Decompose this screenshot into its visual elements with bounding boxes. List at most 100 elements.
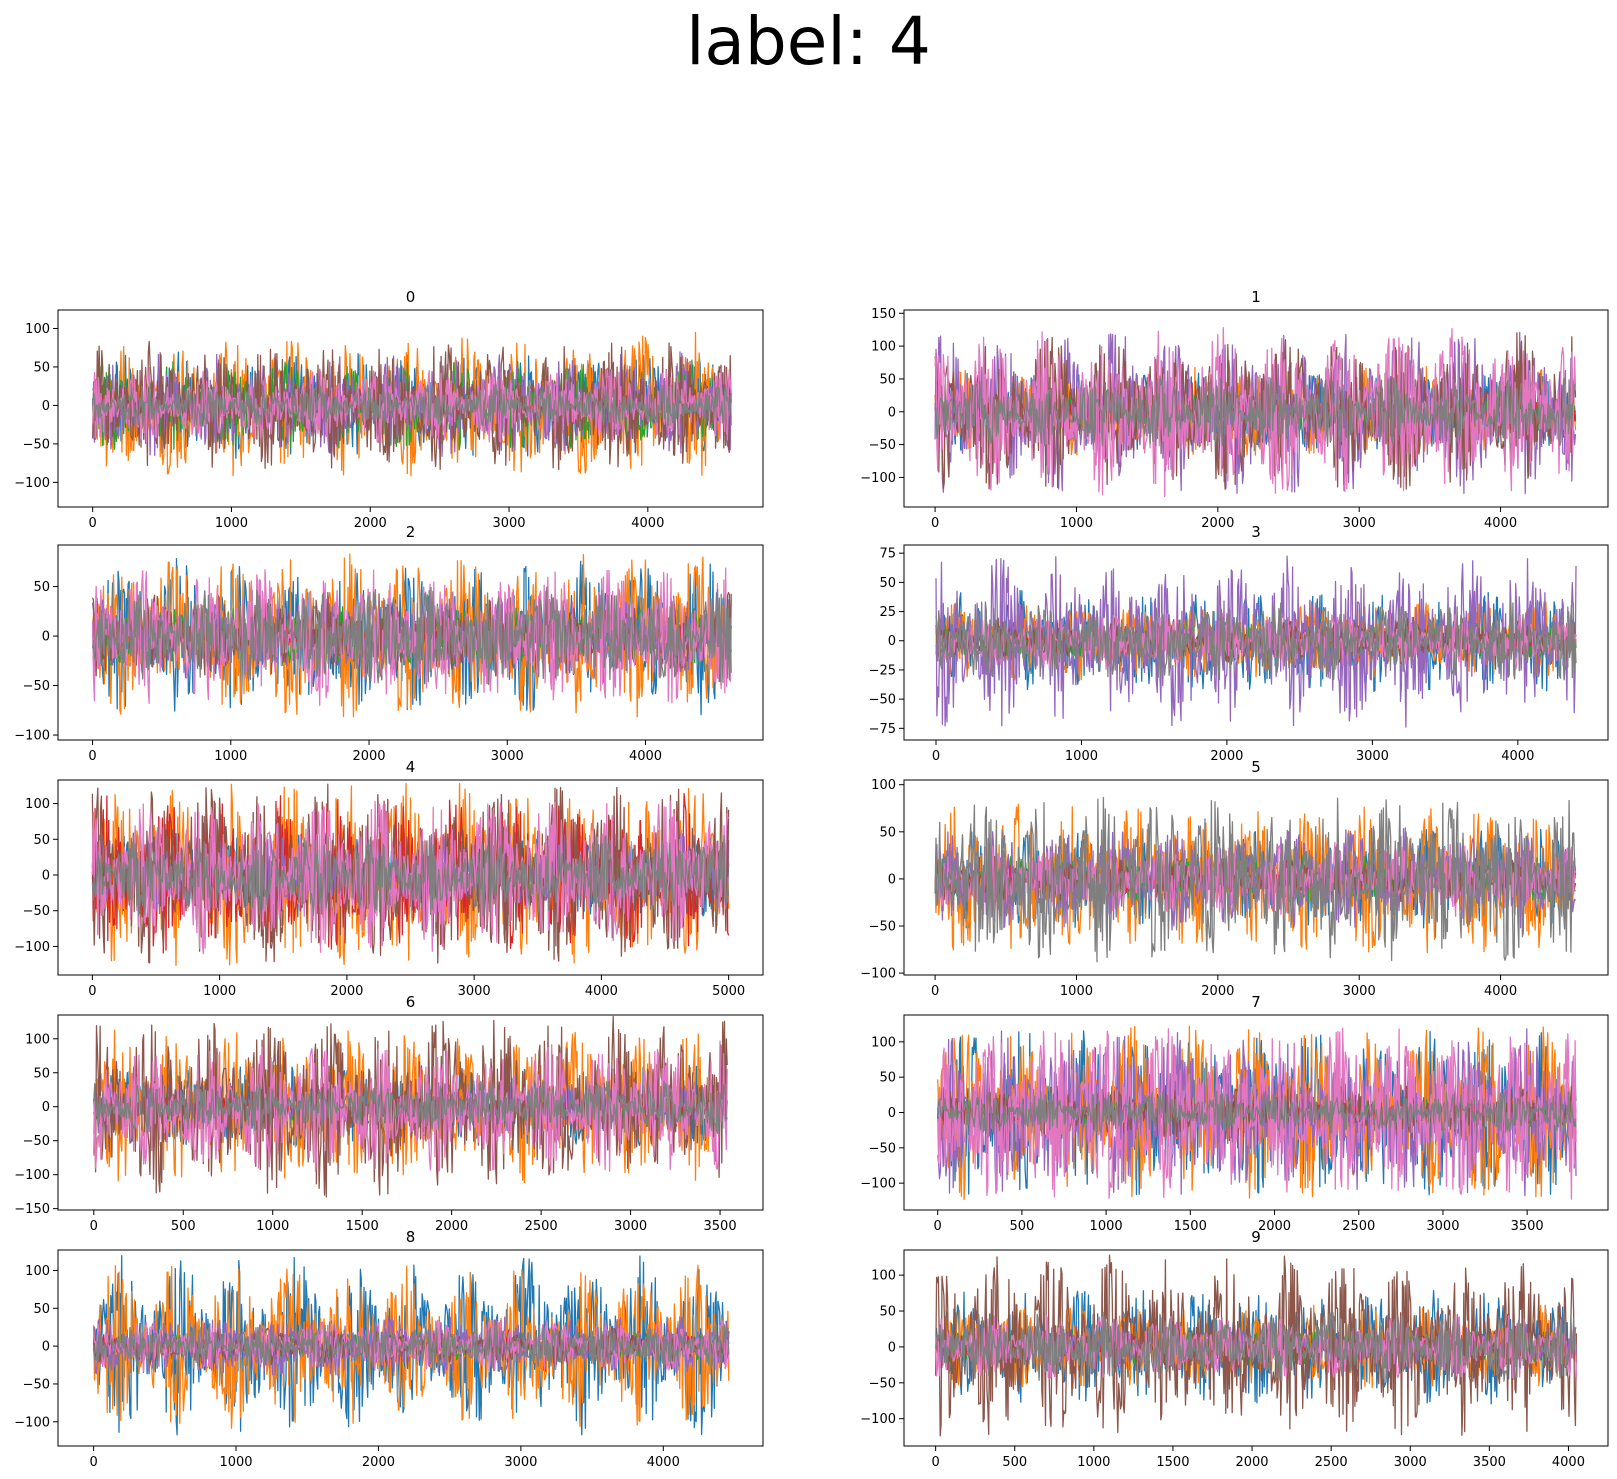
y-tick-label: −100 [14, 729, 50, 744]
y-tick-label: 50 [33, 580, 50, 595]
series-line-8 [935, 599, 1577, 682]
y-tick-label: −100 [860, 1412, 896, 1427]
y-tick-label: −75 [869, 722, 896, 737]
x-tick-label: 1000 [1090, 1219, 1123, 1234]
subplot-2: 0 1000 2000 3000 4000 −100 −50 0 50 2 [14, 523, 764, 764]
y-tick-label: 100 [25, 1264, 50, 1279]
y-tick-label: 100 [25, 322, 50, 337]
y-tick-label: −100 [14, 1415, 50, 1430]
y-tick-label: 50 [33, 1302, 50, 1317]
x-tick-label: 0 [932, 749, 940, 764]
x-tick-label: 3000 [1343, 516, 1376, 531]
x-tick-label: 0 [931, 984, 939, 999]
y-tick-label: 100 [871, 340, 896, 355]
axes-frame [57, 1014, 764, 1211]
x-tick-label: 4000 [585, 984, 618, 999]
x-tick-label: 3000 [1426, 1219, 1459, 1234]
x-tick-label: 2000 [354, 516, 387, 531]
x-tick-label: 3500 [1511, 1219, 1544, 1234]
x-tick-label: 4000 [1501, 749, 1534, 764]
y-tick-label: 0 [888, 872, 896, 887]
y-tick-label: −100 [860, 967, 896, 982]
x-tick-label: 2500 [1315, 1455, 1348, 1470]
subplot-8: 0 1000 2000 3000 4000 −100 −50 0 50 100 8 [14, 1228, 764, 1470]
y-tick-label: 0 [888, 1340, 896, 1355]
x-tick-label: 2500 [1342, 1219, 1375, 1234]
x-tick-label: 3000 [1356, 749, 1389, 764]
axes-frame [903, 309, 1609, 508]
x-tick-label: 2000 [330, 984, 363, 999]
y-tick-label: 100 [25, 797, 50, 812]
figure-title: label: 4 [686, 3, 931, 80]
series-line-8 [934, 1311, 1577, 1382]
x-tick-label: 2000 [435, 1219, 468, 1234]
x-tick-label: 2000 [1235, 1455, 1268, 1470]
y-tick-label: 0 [42, 1340, 50, 1355]
series-line-8 [92, 383, 732, 427]
x-tick-label: 2000 [1201, 984, 1234, 999]
x-tick-label: 2000 [1210, 749, 1243, 764]
x-tick-label: 5000 [712, 984, 745, 999]
y-tick-label: −50 [23, 437, 50, 452]
x-tick-label: 3500 [1473, 1455, 1506, 1470]
y-tick-label: 150 [871, 307, 896, 322]
x-tick-label: 0 [931, 1455, 939, 1470]
x-tick-label: 0 [88, 984, 96, 999]
x-tick-label: 1500 [1174, 1219, 1207, 1234]
y-tick-label: 100 [871, 1269, 896, 1284]
y-tick-label: 25 [879, 605, 896, 620]
x-tick-label: 3000 [491, 749, 524, 764]
x-tick-label: 0 [88, 749, 96, 764]
axes-frame [903, 779, 1609, 976]
subplot-4: 0 1000 2000 3000 4000 5000 −100 −50 0 50 100 4 [14, 758, 764, 999]
series-line-8 [934, 796, 1577, 963]
y-tick-label: 0 [888, 634, 896, 649]
x-tick-label: 2000 [1201, 516, 1234, 531]
y-tick-label: 0 [42, 399, 50, 414]
x-tick-label: 1000 [1077, 1455, 1110, 1470]
y-tick-label: −50 [869, 693, 896, 708]
subplot-9: 0 500 1000 1500 2000 2500 3000 3500 4000 −100 −50 0… [860, 1228, 1609, 1470]
series-line-6 [93, 1015, 728, 1198]
x-tick-label: 3000 [1394, 1455, 1427, 1470]
x-tick-label: 500 [1002, 1455, 1027, 1470]
series-line-2 [92, 1264, 730, 1429]
series-line-8 [92, 1323, 730, 1369]
y-tick-label: −50 [869, 920, 896, 935]
x-tick-label: 4000 [1552, 1455, 1585, 1470]
x-tick-label: 500 [171, 1219, 196, 1234]
x-tick-label: 1500 [346, 1219, 379, 1234]
axes-frame [57, 779, 764, 976]
y-tick-label: −50 [23, 679, 50, 694]
series-line-8 [93, 1079, 728, 1135]
y-tick-label: 0 [42, 630, 50, 645]
y-tick-label: 0 [888, 1106, 896, 1121]
x-tick-label: 4000 [629, 749, 662, 764]
series-line-7 [937, 1027, 1577, 1200]
y-tick-label: 50 [33, 360, 50, 375]
y-tick-label: 50 [879, 1071, 896, 1086]
series-line-8 [937, 1090, 1577, 1134]
axes-frame [57, 544, 764, 741]
series-line-8 [91, 586, 732, 685]
subplot-1: 0 1000 2000 3000 4000 −100 −50 0 50 100 150 1 [860, 288, 1609, 531]
y-tick-label: 100 [25, 1032, 50, 1047]
y-tick-label: −100 [860, 1177, 896, 1192]
x-tick-label: 3000 [504, 1455, 537, 1470]
x-tick-label: 4000 [1484, 984, 1517, 999]
y-tick-label: −100 [860, 471, 896, 486]
subplot-3: 0 1000 2000 3000 4000 −75 −50 −25 0 25 50 75 3 [869, 523, 1609, 764]
x-tick-label: 0 [934, 1219, 942, 1234]
series-line-7 [91, 567, 732, 706]
y-tick-label: 50 [33, 1066, 50, 1081]
y-tick-label: 0 [42, 1100, 50, 1115]
y-tick-label: −100 [14, 940, 50, 955]
series-line-7 [935, 612, 1577, 671]
x-tick-label: 3500 [704, 1219, 737, 1234]
subplot-title: 8 [406, 1228, 416, 1246]
y-tick-label: 50 [879, 576, 896, 591]
y-tick-label: 0 [888, 405, 896, 420]
subplot-title: 2 [406, 523, 416, 541]
subplot-title: 9 [1251, 1228, 1261, 1246]
